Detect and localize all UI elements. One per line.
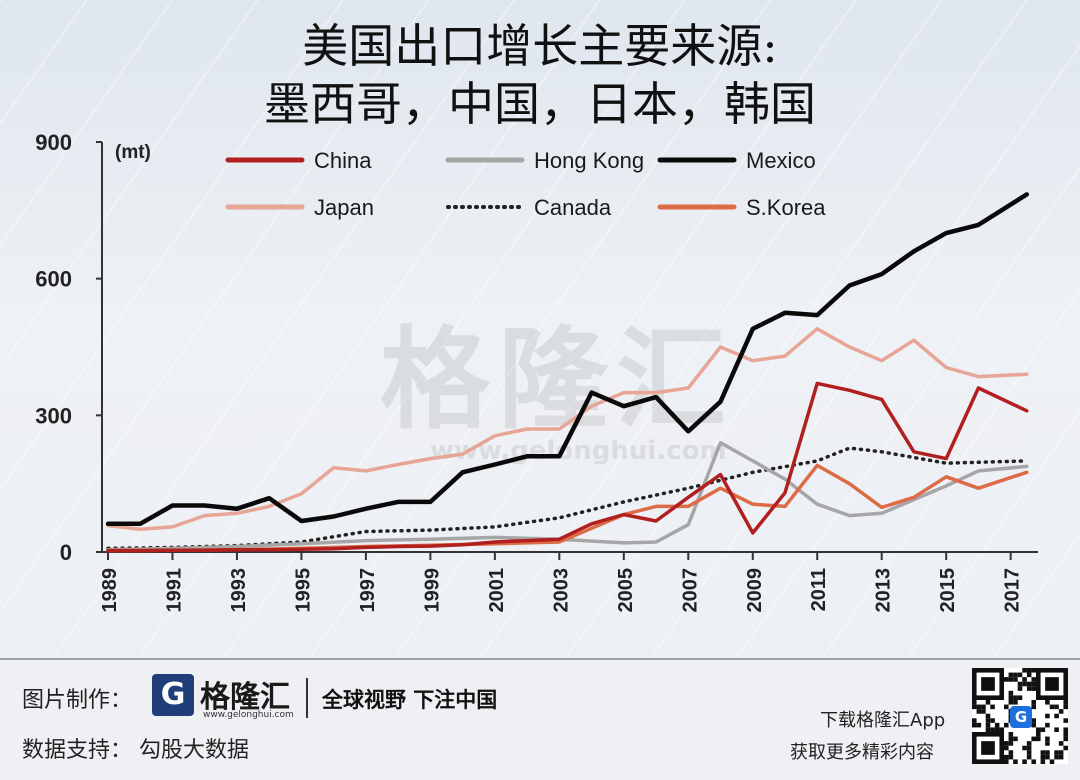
legend-label-mexico: Mexico xyxy=(746,148,816,173)
legend-label-skorea: S.Korea xyxy=(746,195,826,220)
x-tick-label: 2017 xyxy=(1002,568,1024,613)
legend-label-japan: Japan xyxy=(314,195,374,220)
x-tick-label: 2011 xyxy=(808,568,830,611)
brand-url: www.gelonghui.com xyxy=(203,710,294,720)
unit-label: (mt) xyxy=(115,142,151,163)
series-line-hongkong xyxy=(106,440,1029,552)
qr-logo-icon: G xyxy=(1010,706,1032,728)
x-tick-label: 2003 xyxy=(550,568,572,613)
watermark-url: www.gelonghui.com xyxy=(430,436,727,466)
series-line-mexico xyxy=(105,192,1030,527)
x-tick-label: 2001 xyxy=(486,568,508,613)
x-tick-label: 2005 xyxy=(615,568,637,613)
chart-title-line-1: 美国出口增长主要来源: xyxy=(302,19,778,73)
data-support-label: 数据支持： 勾股大数据 xyxy=(22,738,249,763)
legend-label-canada: Canada xyxy=(534,195,612,220)
x-tick-label: 1995 xyxy=(292,568,314,613)
qr-code-pattern xyxy=(972,668,1068,764)
series-line-china xyxy=(106,381,1029,553)
download-app-text: 下载格隆汇App xyxy=(820,710,946,731)
series-line-canada xyxy=(106,446,1029,551)
x-tick-label: 2015 xyxy=(937,568,959,613)
y-tick-label: 600 xyxy=(35,267,72,292)
slogan: 全球视野 下注中国 xyxy=(322,688,498,712)
x-tick-label: 2009 xyxy=(744,568,766,613)
x-tick-label: 1989 xyxy=(99,568,121,613)
chart-title-line-2: 墨西哥，中国，日本，韩国 xyxy=(264,77,816,131)
qr-code-icon[interactable]: G xyxy=(972,668,1068,764)
brand-name: 格隆汇 xyxy=(200,680,290,715)
y-tick-label: 0 xyxy=(60,540,72,565)
x-tick-label: 2007 xyxy=(679,568,701,613)
footer-divider xyxy=(306,678,308,718)
x-tick-label: 1997 xyxy=(357,568,379,613)
y-tick-label: 300 xyxy=(35,403,72,428)
footer: 图片制作： G 格隆汇 www.gelonghui.com 全球视野 下注中国 … xyxy=(0,658,1080,780)
x-tick-label: 1999 xyxy=(421,568,443,613)
y-tick-label: 900 xyxy=(35,130,72,155)
watermark-logo: 格隆汇 xyxy=(380,316,734,444)
brand-logo-icon: G xyxy=(152,674,194,716)
legend-label-hongkong: Hong Kong xyxy=(534,148,644,173)
x-tick-label: 1993 xyxy=(228,568,250,613)
line-chart: 0 300 600 900 (mt) 1989 1991 1993 1995 1997 1999 20… xyxy=(35,130,1038,613)
x-tick-label: 2013 xyxy=(873,568,895,613)
x-tick-label: 1991 xyxy=(163,568,185,613)
series-line-japan xyxy=(106,327,1029,531)
credit-label: 图片制作： xyxy=(22,688,133,713)
get-more-content-text: 获取更多精彩内容 xyxy=(790,742,934,763)
legend-label-china: China xyxy=(314,148,372,173)
